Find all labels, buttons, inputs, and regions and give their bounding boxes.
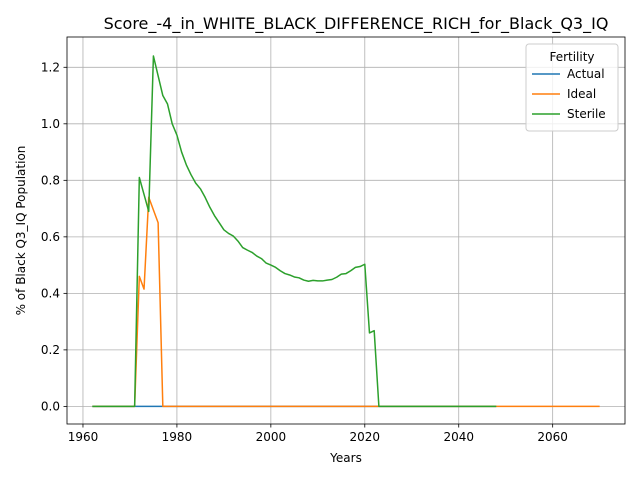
- x-tick-label: 2060: [537, 430, 568, 444]
- legend-label-ideal: Ideal: [567, 87, 596, 101]
- y-tick-label: 1.0: [41, 117, 60, 131]
- plot-frame: [66, 36, 626, 425]
- series-lines: [92, 55, 600, 408]
- legend-entries: Actual Ideal Sterile: [532, 67, 606, 121]
- x-tick-label: 1980: [162, 430, 193, 444]
- x-tick-label: 2040: [443, 430, 474, 444]
- axis-ticks: 1960 1980 2000 2020 2040 2060 0.0 0.2 0.4 0.6 0.8 1…: [41, 60, 568, 444]
- legend: Fertility Actual Ideal Sterile: [525, 43, 619, 132]
- x-axis-label: Years: [329, 451, 362, 465]
- x-tick-label: 2020: [350, 430, 381, 444]
- y-tick-label: 0.8: [41, 173, 60, 187]
- chart-title: Score_-4_in_WHITE_BLACK_DIFFERENCE_RICH_…: [104, 14, 609, 34]
- y-tick-label: 0.0: [41, 399, 60, 413]
- y-axis-label: % of Black Q3_IQ Population: [14, 146, 28, 316]
- legend-title: Fertility: [549, 50, 594, 64]
- legend-box: [525, 43, 619, 132]
- y-tick-label: 0.4: [41, 286, 60, 300]
- y-tick-label: 1.2: [41, 60, 60, 74]
- series-line-sterile: [92, 55, 497, 408]
- legend-label-sterile: Sterile: [567, 107, 606, 121]
- y-tick-label: 0.6: [41, 230, 60, 244]
- y-tick-label: 0.2: [41, 343, 60, 357]
- x-tick-label: 1960: [68, 430, 99, 444]
- x-tick-label: 2000: [256, 430, 287, 444]
- legend-label-actual: Actual: [567, 67, 605, 81]
